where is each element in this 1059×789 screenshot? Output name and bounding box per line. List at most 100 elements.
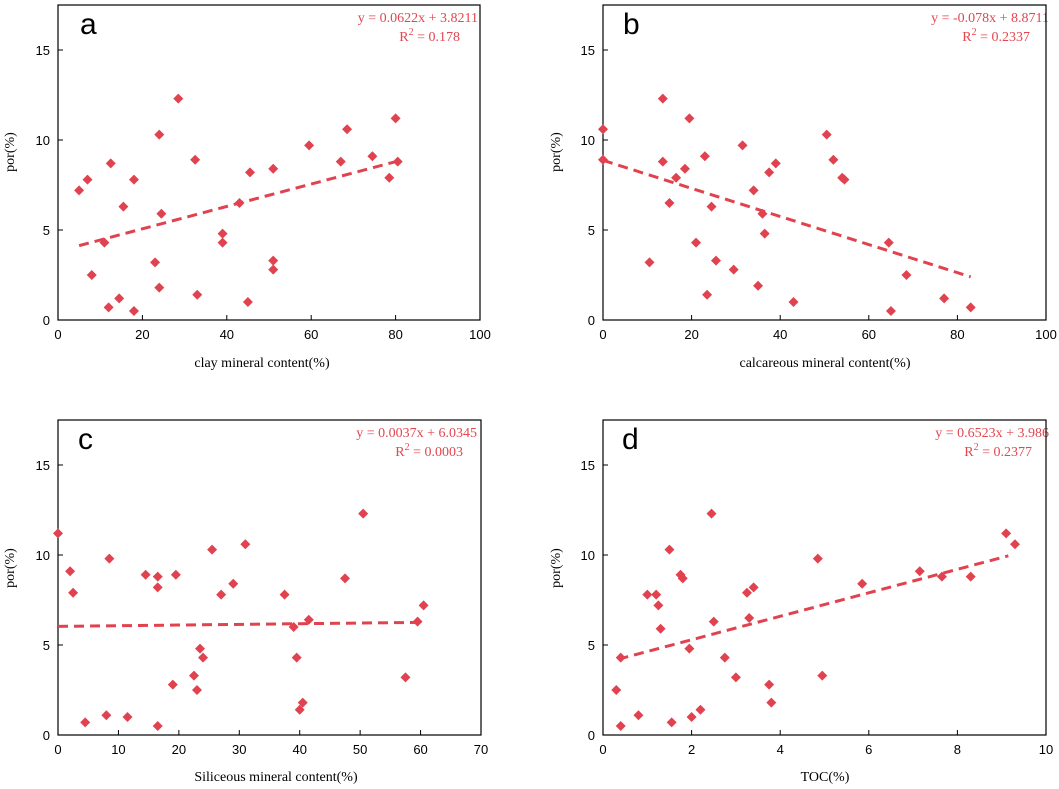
panel-a-data-point — [114, 293, 125, 304]
panel-c-xlabel: Siliceous mineral content(%) — [194, 770, 358, 785]
panel-b-data-point — [728, 264, 739, 275]
panel-c-data-point — [195, 643, 206, 654]
panel-d-ytick-label: 10 — [581, 548, 595, 563]
panel-c-data-point — [412, 616, 423, 627]
panel-c-data-point — [297, 697, 308, 708]
panel-b-xlabel: calcareous mineral content(%) — [739, 356, 910, 371]
panel-d-data-point — [633, 710, 644, 721]
panel-b-data-point — [657, 93, 668, 104]
panel-d-data-point — [695, 704, 706, 715]
panel-a-data-point — [335, 156, 346, 167]
panel-c-xtick-label: 20 — [172, 742, 186, 757]
panel-c: c y = 0.0037x + 6.0345 R2 = 0.0003 por(%… — [3, 423, 477, 785]
panel-a-xtick-label: 100 — [469, 327, 491, 342]
panel-b-data-point — [764, 167, 775, 178]
panel-a-ytick-label: 5 — [43, 223, 50, 238]
panel-c-data-point — [288, 622, 299, 632]
panel-a-data-point — [367, 151, 378, 162]
panel-b-data-point — [598, 124, 608, 135]
panel-a-frame — [57, 4, 481, 321]
panel-a-data-point — [99, 237, 110, 248]
panel-d-ytick-label: 0 — [588, 728, 595, 743]
panel-a-ylabel: por(%) — [3, 132, 18, 172]
panel-c-data-point — [207, 544, 218, 555]
panel-a-plot: 0 20 40 60 80 100 0 5 10 15 — [36, 4, 491, 342]
panel-a-data-point — [86, 270, 97, 280]
panel-d-data-point — [748, 582, 759, 593]
panel-d-plot: 0 2 4 6 8 10 0 5 10 15 — [581, 419, 1053, 757]
panel-c-data-point — [104, 553, 115, 564]
panel-d-data-point — [1001, 528, 1012, 539]
panel-d-xtick-label: 4 — [777, 742, 784, 757]
panel-c-data-point — [68, 587, 79, 598]
panel-c-xtick-label: 50 — [353, 742, 367, 757]
panel-a-ytick-label: 0 — [43, 313, 50, 328]
panel-a-data-point — [342, 124, 353, 135]
panel-c-r2: R2 = 0.0003 — [395, 442, 463, 460]
panel-b-data-point — [788, 297, 799, 307]
panel-b-data-point — [737, 140, 748, 151]
panel-b-data-point — [598, 154, 608, 165]
panel-b-data-point — [753, 280, 764, 291]
panel-c-letter: c — [78, 423, 93, 456]
panel-a-ytick-label: 10 — [36, 133, 50, 148]
panel-a-data-point — [154, 282, 165, 293]
panel-a-data-point — [74, 185, 85, 196]
panel-d-data-point — [653, 600, 664, 611]
panel-a-xtick-label: 40 — [220, 327, 234, 342]
panel-a-data-point — [242, 297, 253, 307]
panel-d-xlabel: TOC(%) — [801, 770, 850, 785]
panel-c-data-point — [65, 566, 76, 577]
panel-a-ytick-label: 15 — [36, 43, 50, 58]
panel-a-data-point — [82, 174, 93, 185]
panel-a-data-point — [392, 156, 403, 167]
panel-a-data-point — [268, 255, 279, 266]
panel-d-data-point — [766, 697, 777, 708]
panel-d-ylabel: por(%) — [549, 548, 564, 588]
panel-d-data-point — [615, 652, 626, 663]
panel-b-data-point — [699, 151, 710, 162]
panel-d-frame — [602, 419, 1047, 736]
panel-a-data-point — [154, 129, 165, 140]
panel-d-data-point — [666, 717, 677, 728]
panel-d-data-point — [965, 571, 976, 582]
panel-a-data-point — [190, 154, 201, 165]
panel-c-plot: 0 10 20 30 40 50 60 70 0 5 10 15 — [36, 419, 488, 757]
panel-d-xtick-label: 6 — [865, 742, 872, 757]
panel-c-data-point — [294, 704, 305, 715]
panel-a-data-point — [217, 228, 228, 239]
panel-c-data-point — [191, 685, 202, 695]
panel-a-data-point — [103, 302, 114, 313]
panel-b-data-point — [757, 208, 768, 219]
panel-a-equation: y = 0.0622x + 3.8211 — [358, 11, 478, 26]
panel-a-data-point — [234, 198, 245, 208]
panel-b-ytick-label: 15 — [581, 43, 595, 58]
panel-c-data-point — [358, 508, 369, 519]
panel-c-data-point — [152, 582, 163, 593]
panel-a-letter: a — [80, 8, 97, 41]
panel-b-xtick-label: 80 — [950, 327, 964, 342]
panel-d-letter: d — [622, 423, 639, 456]
panel-b-data-point — [901, 270, 912, 280]
panel-d-data-point — [817, 670, 828, 681]
panel-c-data-point — [101, 710, 112, 721]
panel-d-xtick-label: 2 — [688, 742, 695, 757]
panel-c-data-point — [80, 717, 91, 728]
panel-a-data-point — [173, 93, 184, 104]
panel-b-data-point — [965, 302, 976, 313]
panel-c-ytick-label: 10 — [36, 548, 50, 563]
panel-b-equation: y = -0.078x + 8.8711 — [931, 11, 1049, 26]
panel-d-data-point — [744, 613, 755, 623]
panel-d-data-point — [741, 587, 752, 598]
panel-b-data-point — [691, 237, 702, 248]
panel-c-data-point — [122, 712, 133, 722]
panel-d-data-point — [812, 553, 823, 564]
panel-c-data-point — [216, 589, 227, 600]
panel-c-data-point — [198, 652, 209, 663]
panel-b-data-point — [748, 185, 759, 196]
panel-a-data-point — [128, 174, 139, 185]
panel-b-data-point — [770, 158, 781, 169]
panel-b-data-point — [828, 154, 839, 165]
panel-d-data-point — [719, 652, 730, 663]
panel-d-equation: y = 0.6523x + 3.986 — [935, 426, 1049, 441]
